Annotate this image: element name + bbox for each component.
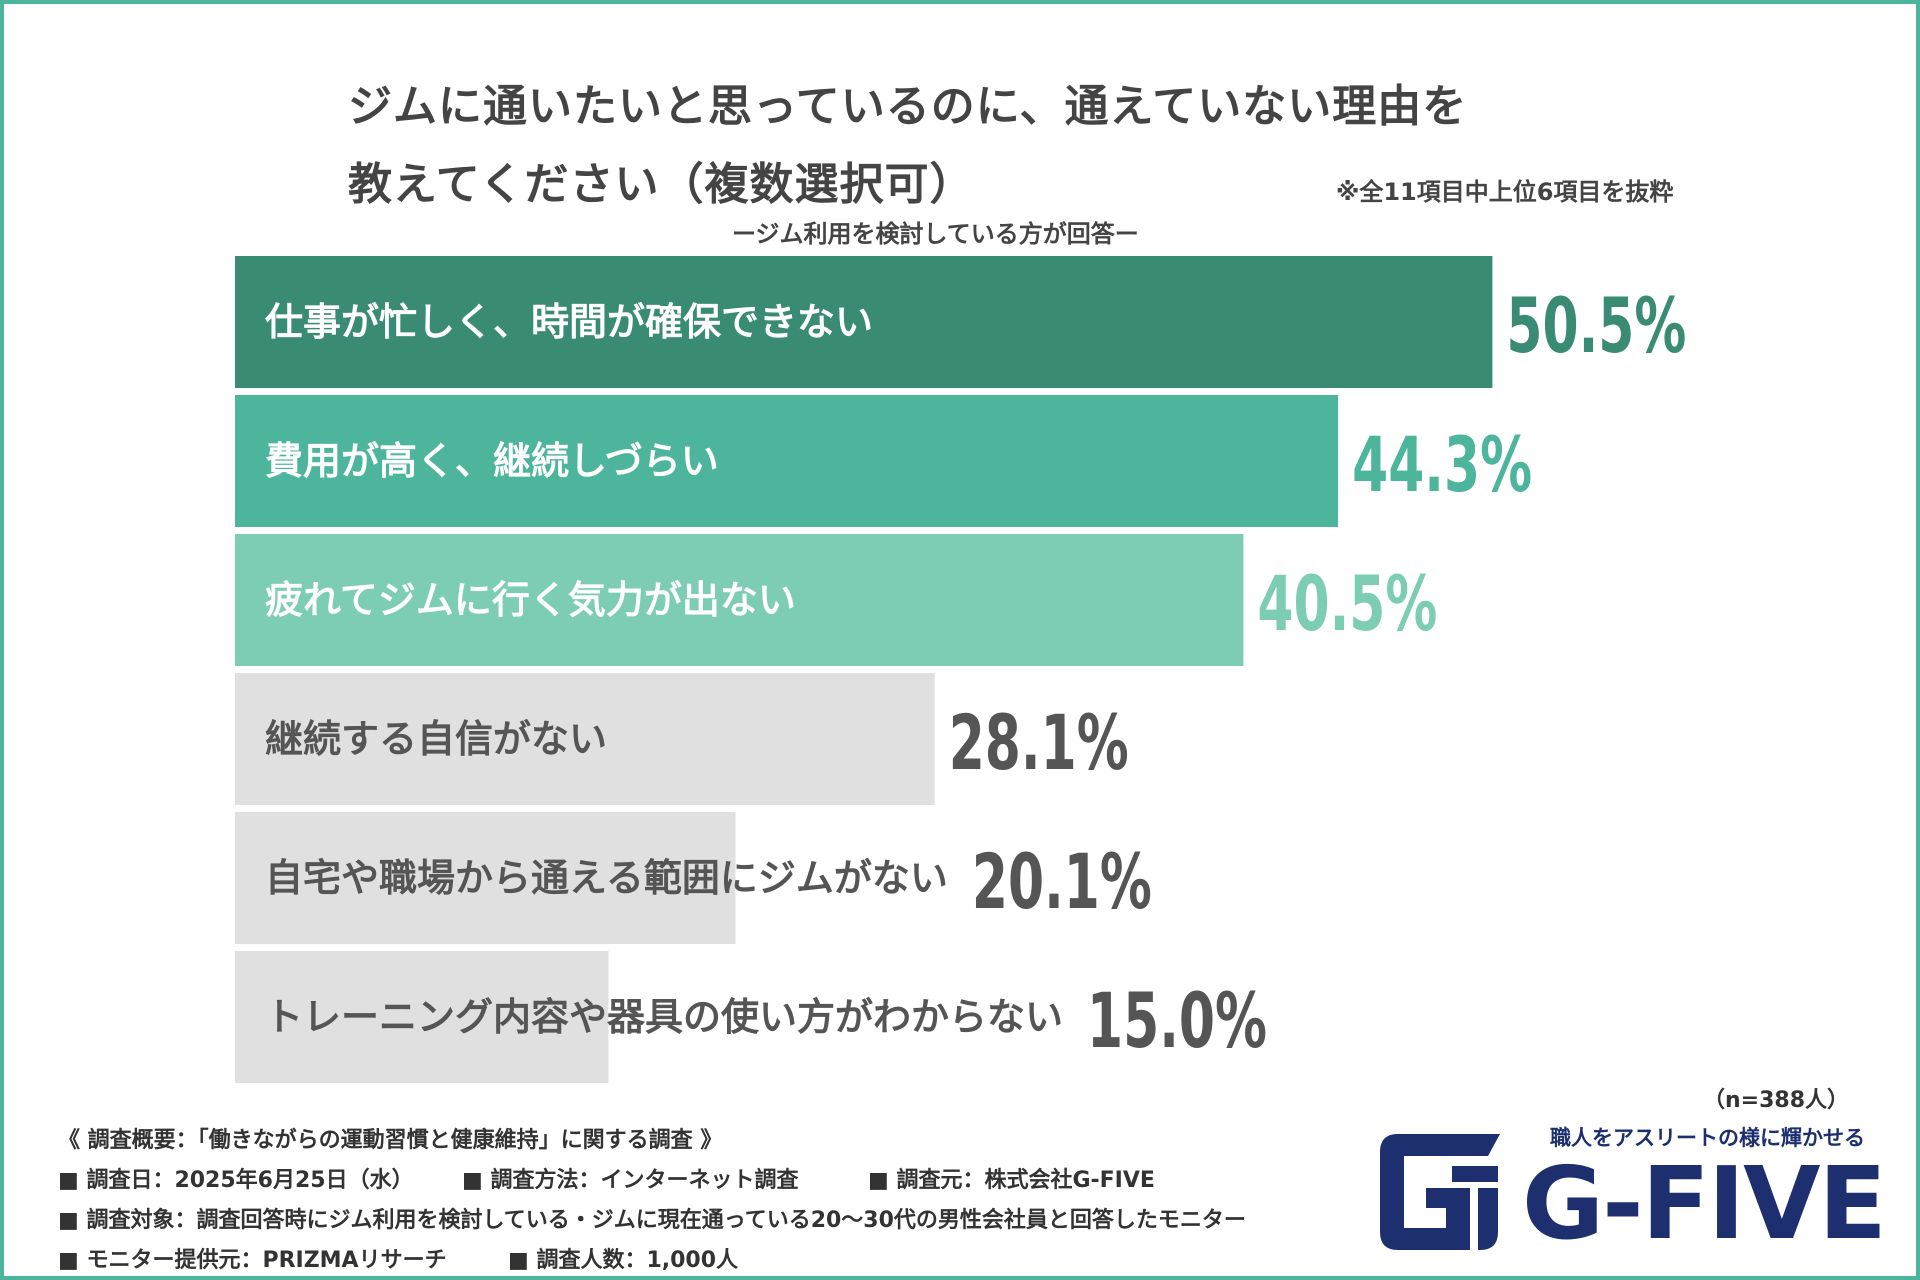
bar-value-2: 44.3%	[1352, 420, 1532, 509]
survey-provider: ■ モニター提供元：PRIZMAリサーチ	[58, 1248, 447, 1273]
bar-4	[235, 673, 935, 805]
bar-label-6: トレーニング内容や器具の使い方がわからない	[265, 995, 1063, 1039]
logo-tagline: 職人をアスリートの様に輝かせる	[1550, 1126, 1865, 1150]
g-five-logo: 職人をアスリートの様に輝かせる G-FIVE	[1370, 1116, 1887, 1266]
survey-target: ■ 調査対象：調査回答時にジム利用を検討している・ジムに現在通っている20〜30…	[58, 1208, 1246, 1233]
bar-label-5: 自宅や職場から通える範囲にジムがない	[265, 856, 948, 900]
bar-value-5: 20.1%	[972, 837, 1152, 926]
chart-subtitle: ージム利用を検討している方が回答ー	[732, 220, 1139, 248]
bar-label-1: 仕事が忙しく、時間が確保できない	[265, 300, 873, 344]
survey-overview-heading: 《 調査概要：「働きながらの運動習慣と健康維持」に関する調査 》	[58, 1128, 723, 1153]
bar-5	[235, 812, 736, 944]
bar-6	[235, 951, 609, 1083]
bar-3	[235, 534, 1244, 666]
chart-title-line-1: ジムに通いたいと思っているのに、通えていない理由を	[348, 81, 1468, 132]
chart-title-line-2: 教えてください（複数選択可）	[348, 159, 975, 210]
bar-chart: 仕事が忙しく、時間が確保できない 50.5% 費用が高く、継続しづらい 44.3% 疲れ…	[235, 256, 1686, 1083]
excerpt-note: ※全11項目中上位6項目を抜粋	[1336, 178, 1674, 206]
logo-wordmark: G-FIVE	[1522, 1145, 1887, 1262]
bar-2	[235, 395, 1339, 527]
bar-label-4: 継続する自信がない	[265, 717, 607, 761]
survey-method: ■ 調査方法：インターネット調査	[462, 1168, 799, 1193]
bar-1	[235, 256, 1493, 388]
g-five-mark-icon	[1380, 1134, 1500, 1250]
survey-date: ■ 調査日：2025年6月25日（水）	[58, 1168, 414, 1193]
bar-value-6: 15.0%	[1087, 976, 1267, 1065]
survey-source: ■ 調査元：株式会社G-FIVE	[868, 1168, 1155, 1193]
bar-label-3: 疲れてジムに行く気力が出ない	[265, 578, 796, 622]
survey-count: ■ 調査人数：1,000人	[508, 1248, 739, 1273]
sample-size: （n=388人）	[1703, 1088, 1850, 1113]
bar-value-1: 50.5%	[1506, 281, 1686, 370]
bar-value-4: 28.1%	[949, 698, 1129, 787]
bar-value-3: 40.5%	[1257, 559, 1437, 648]
bar-label-2: 費用が高く、継続しづらい	[265, 439, 719, 483]
